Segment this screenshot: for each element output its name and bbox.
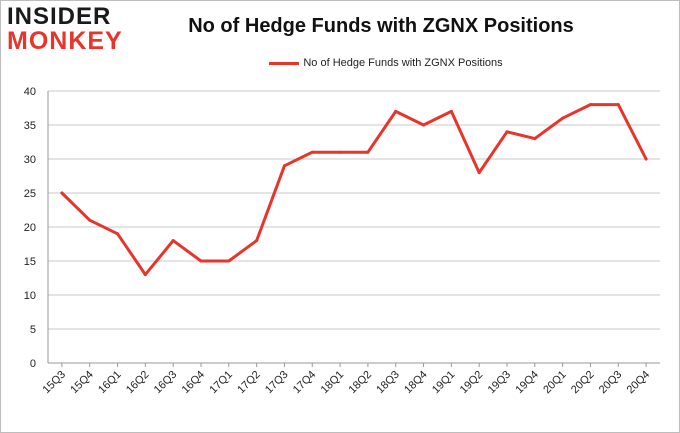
y-tick-label: 5	[30, 324, 36, 336]
y-tick-label: 20	[24, 222, 36, 234]
data-point	[338, 150, 342, 154]
chart-legend: No of Hedge Funds with ZGNX Positions	[1, 57, 680, 69]
data-point	[171, 239, 175, 243]
x-tick-label: 16Q2	[124, 369, 152, 397]
logo-line-1: INSIDER	[7, 3, 112, 30]
data-point	[60, 191, 64, 195]
y-tick-label: 30	[24, 154, 36, 166]
legend-swatch	[269, 61, 300, 65]
x-tick-label: 16Q3	[152, 369, 180, 397]
chart-title: No of Hedge Funds with ZGNX Positions	[188, 15, 574, 37]
x-tick-label: 20Q1	[541, 369, 569, 397]
data-point	[588, 103, 592, 107]
x-tick-label: 16Q1	[96, 369, 124, 397]
x-tick-label: 20Q4	[625, 369, 653, 397]
x-tick-label: 19Q3	[486, 369, 514, 397]
y-tick-label: 35	[24, 120, 36, 132]
data-point	[533, 137, 537, 141]
y-tick-label: 10	[24, 290, 36, 302]
y-tick-label: 0	[30, 358, 36, 370]
x-tick-label: 17Q1	[207, 369, 235, 397]
x-tick-label: 18Q2	[347, 369, 375, 397]
data-point	[422, 123, 426, 127]
x-tick-label: 16Q4	[180, 369, 208, 397]
data-point	[282, 164, 286, 168]
x-tick-label: 18Q3	[374, 369, 402, 397]
data-point	[505, 130, 509, 134]
x-tick-label: 18Q4	[402, 369, 430, 397]
x-tick-label: 19Q2	[458, 369, 486, 397]
data-point	[561, 116, 565, 120]
data-point	[644, 157, 648, 161]
logo-line-2: MONKEY	[7, 27, 123, 55]
y-tick-label: 40	[24, 86, 36, 98]
data-point	[477, 171, 481, 175]
x-tick-label: 17Q4	[291, 369, 319, 397]
x-tick-label: 19Q1	[430, 369, 458, 397]
legend-label: No of Hedge Funds with ZGNX Positions	[303, 57, 503, 69]
series-line	[60, 103, 648, 277]
data-point	[366, 150, 370, 154]
x-tick-label: 19Q4	[513, 369, 541, 397]
data-point	[616, 103, 620, 107]
data-point	[449, 109, 453, 113]
data-point	[255, 239, 259, 243]
y-tick-label: 25	[24, 188, 36, 200]
x-tick-label: 20Q3	[597, 369, 625, 397]
x-tick-label: 15Q4	[68, 369, 96, 397]
data-point	[310, 150, 314, 154]
data-point	[88, 218, 92, 222]
x-tick-label: 18Q1	[319, 369, 347, 397]
insider-monkey-logo: INSIDER MONKEY	[7, 5, 131, 57]
x-tick-label: 17Q3	[263, 369, 291, 397]
data-point	[116, 232, 120, 236]
x-tick-label: 15Q3	[41, 369, 69, 397]
x-tick-label: 20Q2	[569, 369, 597, 397]
y-tick-label: 15	[24, 256, 36, 268]
data-point	[199, 259, 203, 263]
x-tick-label: 17Q2	[235, 369, 263, 397]
data-point	[394, 109, 398, 113]
data-point	[143, 273, 147, 277]
data-point	[227, 259, 231, 263]
